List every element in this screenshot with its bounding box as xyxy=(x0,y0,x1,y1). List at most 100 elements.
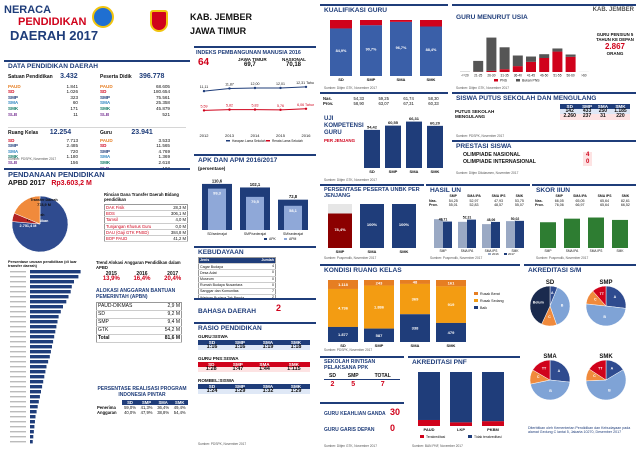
ukg-bar xyxy=(364,129,380,168)
usia-legend-label: Bukan PNS xyxy=(522,79,540,83)
rasio-head: SMK xyxy=(282,383,310,389)
unbk-x-tick: SMK xyxy=(400,249,409,254)
putus-head: SD xyxy=(560,104,580,110)
stat-value: 11 xyxy=(73,111,78,117)
putus-value: 237 xyxy=(579,114,595,120)
pip-row: Anggaran 40,0% 47,9% 38,8% 54,4% xyxy=(96,410,188,415)
rasio-head-row: SD SMP SMA SMK xyxy=(198,339,310,345)
alokasi-table: PAUD-DIKMAS 2,9 M SD 9,2 M SMP 9,4 M GTK 54,2 M… xyxy=(96,302,182,343)
peran-bar xyxy=(30,300,67,304)
pip-head: SD xyxy=(121,400,139,406)
transfer-row: DAK Fisik 28,3 M xyxy=(104,204,188,212)
usia-bar-pns xyxy=(486,70,497,72)
peran-title: Persentase urusan pendidikan (di luar tr… xyxy=(8,260,77,269)
alokasi-row: GTK 54,2 M xyxy=(96,326,182,335)
akreditasi-slice-label: B xyxy=(561,303,564,307)
region-corner-label: KAB. JEMBER xyxy=(592,7,634,13)
kualifikasi-bar-below-s1 xyxy=(330,20,352,29)
peran-bar-label xyxy=(10,316,26,318)
score-label: Prov. xyxy=(429,203,438,208)
putus-value: 433 xyxy=(579,108,595,115)
rasio-title: RASIO PENDIDIKAN xyxy=(198,325,262,332)
peran-bar-label xyxy=(10,286,26,288)
stat-row: SLB 156 xyxy=(8,160,78,166)
score-label: Prov. xyxy=(535,203,544,208)
pendanaan-title: PENDANAAN PENDIDIKAN xyxy=(8,170,105,179)
rasio-value: 1:19 xyxy=(254,344,282,350)
region-name: KAB. JEMBER xyxy=(190,12,253,22)
usia-x-tick: 51-55 xyxy=(553,74,561,78)
dpd-source-1: Sumber: PDSPK, November 2017 xyxy=(8,157,57,161)
bahasa-panel: BAHASA DAERAH 2 xyxy=(194,298,316,320)
apk-chart: 110,6 99,3 SD/sederajat 102,1 79,5 SMP/sedera… xyxy=(202,178,308,241)
pendanaan-panel: PENDANAAN PENDIDIKAN APBD 2017 Rp3.603,2… xyxy=(4,168,190,449)
stat-value: 180.654 xyxy=(153,89,170,95)
kondisi-label: 369 xyxy=(412,297,419,302)
stat-row: SMP 323 xyxy=(8,95,78,101)
peran-bar xyxy=(30,315,59,319)
peran-bar-label xyxy=(10,396,26,398)
rasio-value-row: 1:24 1:29 1:32 1:29 xyxy=(198,388,310,394)
ipm-point xyxy=(279,86,282,90)
score-head-row: SMP SMA IPA SMA IPS SMK xyxy=(534,194,634,199)
peran-bar-label xyxy=(10,276,26,278)
alokasi-label: PAUD-DIKMAS xyxy=(96,302,154,311)
stat-row: SD 180.654 xyxy=(100,89,170,95)
apk-x-tick: SD/sederajat xyxy=(207,232,227,236)
akreditasi-slice-label: TT xyxy=(598,366,603,370)
pensiun-unit: ORANG xyxy=(606,51,624,56)
rintisan-value-row: 2 5 7 xyxy=(324,380,400,390)
pnf-bar-terakreditasi xyxy=(482,421,504,426)
score-value: 66,97 xyxy=(575,203,585,208)
transfer-row: Tunjangan Khusus Guru 0,0 M xyxy=(104,223,188,230)
akreditasi-slice xyxy=(549,359,571,383)
stat-row: PAUD 1.841 xyxy=(8,84,78,90)
usia-chart: <=20 21-25 26-30 31-35 36-40 41-45 46-50 51-55 5… xyxy=(460,37,589,83)
un-bar-2017 xyxy=(491,221,500,248)
rasio-value: 1:115 xyxy=(277,366,310,372)
unbk-bar xyxy=(328,213,352,248)
pensiun-value: 2.867 xyxy=(604,42,626,51)
akreditasi-slice-label: A xyxy=(614,295,617,299)
rasio-value: 1:18 xyxy=(282,344,310,350)
rasio-sub-2: GURU PNS:SISWA xyxy=(198,356,239,361)
stat-row: SMA 720 xyxy=(8,149,78,155)
un-bar-2017 xyxy=(467,219,476,248)
peran-bar xyxy=(30,400,39,404)
pip-head-row: SD SMP SMA SMK xyxy=(96,400,188,406)
satuan-block: Satuan Pendidikan 3.432 PAUD 1.841 SD 1.026… xyxy=(8,73,94,117)
kebudayaan-row: Cagar Budaya 4 xyxy=(198,263,276,271)
pip-value: 54,4% xyxy=(173,410,186,416)
ukg-prov-value: 63,07 xyxy=(378,101,389,107)
stat-label: SMA xyxy=(100,100,111,106)
usia-bar-bukan-pns xyxy=(512,55,523,67)
iiun-bar xyxy=(540,222,556,248)
rasio-head: SMA xyxy=(251,361,278,367)
rasio-sub-3: ROMBEL:SISWA xyxy=(198,378,235,383)
kebudayaan-title: KEBUDAYAAN xyxy=(198,249,244,256)
ukg-table: Nas. 54,33 59,25 61,74 58,30 Prov. 58,90 63,07 6… xyxy=(322,96,446,106)
kebudayaan-row: Desa Adat 0 xyxy=(198,269,276,277)
peran-bar xyxy=(30,345,52,349)
pnf-legend-label: Tidak terakreditasi xyxy=(474,435,502,439)
peran-bar xyxy=(30,285,72,289)
akreditasi-slice-label: A xyxy=(551,291,554,295)
satuan-total: 3.432 xyxy=(60,73,78,80)
ukg-source: Sumber: Ditjen GTK, November 2017 xyxy=(324,178,377,182)
ipm-point-label: 5,59 xyxy=(201,104,208,108)
akreditasi-slice-label: B xyxy=(603,315,606,319)
putus-head: SMA xyxy=(594,104,611,110)
prestasi-label: OLIMPIADE NASIONAL xyxy=(463,152,521,158)
keahlian-title: GURU KEAHLIAN GANDA xyxy=(324,411,386,417)
usia-bar-bukan-pns xyxy=(539,54,550,58)
peran-bar-label xyxy=(10,376,26,378)
kondisi-legend-label: Rusak Berat xyxy=(480,292,500,296)
un-bar-2016 xyxy=(482,224,491,248)
ipm-point-label: 6,06 Tahun xyxy=(297,103,314,107)
peran-bar xyxy=(30,405,38,409)
rasio-value: 1:29 xyxy=(282,388,310,394)
iiun-bar xyxy=(612,219,628,248)
kualifikasi-label: 88,4% xyxy=(426,48,437,52)
kebudayaan-row: Rumah Budaya Nusantara 0 xyxy=(198,282,276,290)
ipm-point xyxy=(304,85,308,89)
